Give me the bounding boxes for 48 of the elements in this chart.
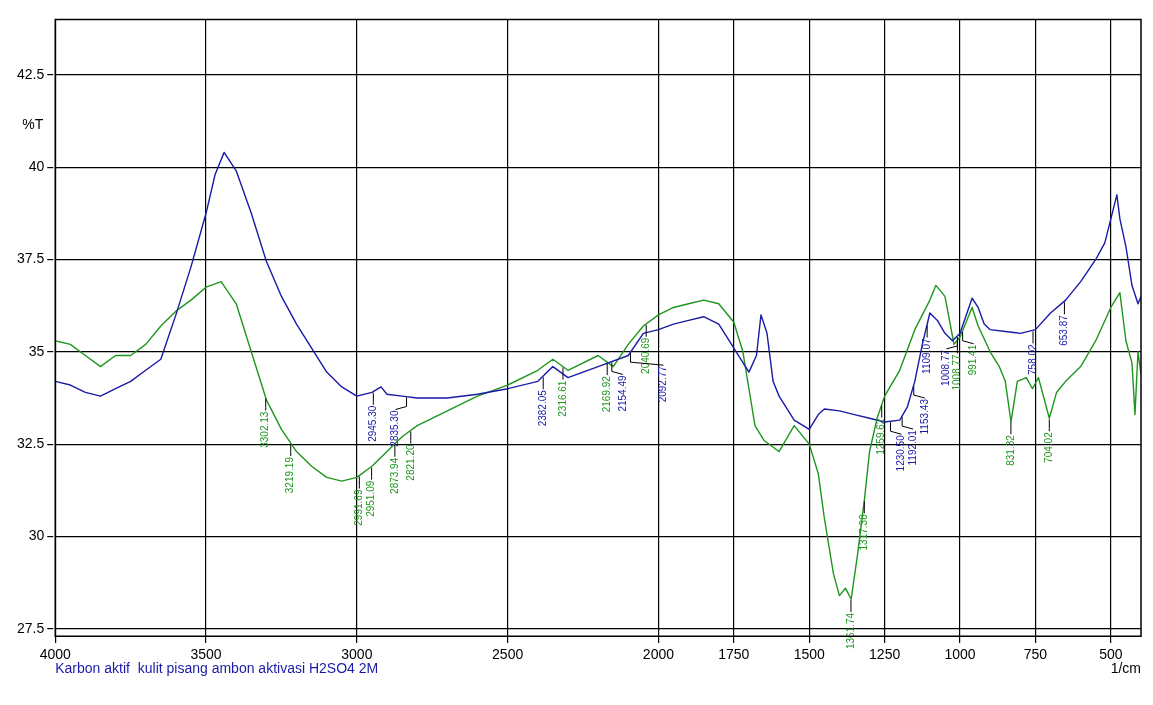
x-tick-label: 2500	[492, 646, 524, 663]
annotation: 758.02	[1026, 343, 1038, 375]
annotation: 1230.50	[895, 434, 907, 472]
x-tick-label: 1750	[718, 646, 750, 663]
x-tick-label: 1250	[869, 646, 901, 663]
annotation: 2169.92	[600, 375, 612, 413]
annotation: 2951.09	[365, 480, 377, 517]
x-tick-label: 500	[1099, 646, 1123, 663]
annotation: 2316.61	[556, 380, 568, 417]
annotation: 3219.19	[284, 456, 296, 494]
annotation: 2835.30	[389, 410, 401, 447]
x-tick-label: 3000	[341, 646, 373, 663]
annotation: 1192.01	[906, 429, 918, 466]
annotation: 2991.69	[353, 489, 365, 526]
x-tick-label: 3500	[190, 646, 222, 663]
x-tick-label: 1500	[793, 646, 826, 663]
annotation: 831.32	[1004, 434, 1016, 466]
annotation: 2040.69	[639, 337, 651, 374]
y-tick-label: 42.5	[17, 65, 45, 82]
annotation: 1008.77	[951, 353, 963, 391]
annotation: 2382.05	[536, 389, 548, 427]
x-tick-label: 2000	[642, 646, 675, 663]
text: Karbon aktif kulit pisang ambon aktivasi H2SO4 2M	[55, 660, 379, 677]
x-tick-label: 1000	[944, 646, 976, 663]
annotation: 2945.30	[367, 405, 379, 442]
annotation: 653.87	[1058, 314, 1070, 346]
y-axis-title: %T	[22, 115, 44, 132]
y-tick-label: 37.5	[17, 250, 45, 267]
annotation: 3302.13	[259, 411, 271, 448]
annotation: 2873.94	[388, 457, 400, 494]
y-tick-label: 27.5	[17, 619, 45, 636]
annotation: 1317.38	[858, 513, 870, 551]
annotation: 2821.20	[404, 444, 416, 481]
annotation: 1259.62	[875, 418, 887, 455]
annotation: 1109.07	[920, 338, 932, 374]
y-tick-label: 35	[28, 342, 45, 359]
annotation: 1153.43	[918, 398, 930, 435]
y-tick-label: 40	[28, 158, 45, 174]
annotation: 2092.77	[657, 365, 669, 403]
annotation: 1008.77	[940, 349, 952, 387]
annotation: 704.02	[1043, 431, 1055, 463]
annotation: 2154.49	[616, 374, 628, 412]
x-tick-label: 4000	[39, 646, 72, 663]
annotation: 991.41	[967, 344, 979, 376]
x-axis-title: 1/cm	[1110, 660, 1141, 677]
y-tick-label: 30	[28, 527, 45, 544]
x-tick-label: 750	[1023, 646, 1048, 663]
y-tick-label: 32.5	[17, 435, 45, 451]
